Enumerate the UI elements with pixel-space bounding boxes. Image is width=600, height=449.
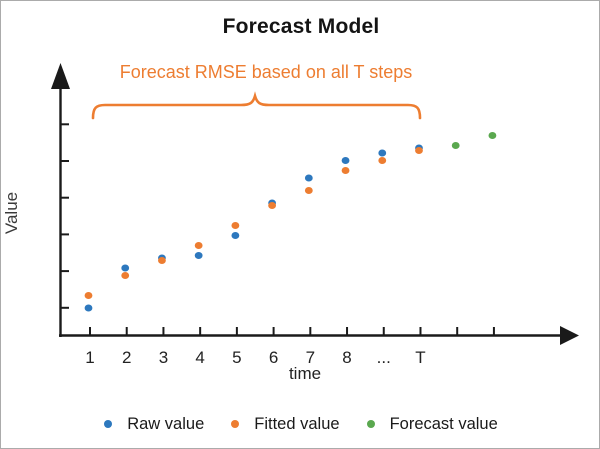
x-axis-title: time xyxy=(288,364,322,383)
raw-value-point xyxy=(84,304,93,312)
raw-value-point xyxy=(341,157,350,164)
legend-label-raw: Raw value xyxy=(127,414,205,433)
legend-item-forecast: Forecast value xyxy=(366,414,498,434)
x-tick-label: 5 xyxy=(232,348,241,367)
axis-ticks xyxy=(60,123,495,336)
raw-value-point xyxy=(194,252,203,259)
fitted-value-point xyxy=(231,222,240,229)
fitted-value-point xyxy=(341,167,350,174)
x-tick-label: 3 xyxy=(159,348,168,367)
raw-value-point xyxy=(231,232,240,239)
x-tick-label: T xyxy=(415,348,425,367)
y-axis-title: Value xyxy=(2,191,21,235)
fitted-value-point xyxy=(158,257,166,264)
fitted-value-point xyxy=(84,292,93,299)
legend-item-fitted: Fitted value xyxy=(231,414,340,434)
raw-value-point xyxy=(121,264,130,272)
raw-value-point xyxy=(378,149,387,157)
forecast-value-point xyxy=(488,132,497,139)
x-tick-label: 4 xyxy=(195,348,204,367)
fitted-value-point xyxy=(378,157,387,164)
fitted-value-point xyxy=(194,242,203,249)
x-tick-label: 7 xyxy=(306,348,315,367)
data-points xyxy=(84,132,497,312)
forecast-value-dot-icon xyxy=(366,420,375,428)
fitted-value-point xyxy=(268,202,276,209)
fitted-value-point xyxy=(121,272,130,279)
legend-label-fitted: Fitted value xyxy=(254,414,340,433)
y-axis-arrow-icon xyxy=(51,63,70,89)
x-axis-arrow-icon xyxy=(560,326,579,345)
x-tick-label: 2 xyxy=(122,348,131,367)
forecast-value-point xyxy=(451,142,460,149)
fitted-value-point xyxy=(415,147,423,154)
fitted-value-dot-icon xyxy=(231,420,240,428)
legend: Raw value Fitted value Forecast value xyxy=(1,411,599,437)
raw-value-point xyxy=(304,174,313,182)
x-tick-label: ... xyxy=(377,348,391,367)
x-tick-label: 6 xyxy=(269,348,278,367)
rmse-annotation-text: Forecast RMSE based on all T steps xyxy=(119,62,413,82)
legend-item-raw: Raw value xyxy=(104,415,204,434)
legend-label-forecast: Forecast value xyxy=(389,414,498,433)
x-tick-label: 8 xyxy=(342,348,351,367)
chart-title: Forecast Model xyxy=(222,15,380,38)
rmse-brace xyxy=(91,91,422,120)
fitted-value-point xyxy=(304,187,313,194)
raw-value-dot-icon xyxy=(104,420,113,428)
x-tick-labels: 1 2 3 4 5 6 7 8... T xyxy=(85,348,425,367)
x-tick-label: 1 xyxy=(85,348,94,367)
